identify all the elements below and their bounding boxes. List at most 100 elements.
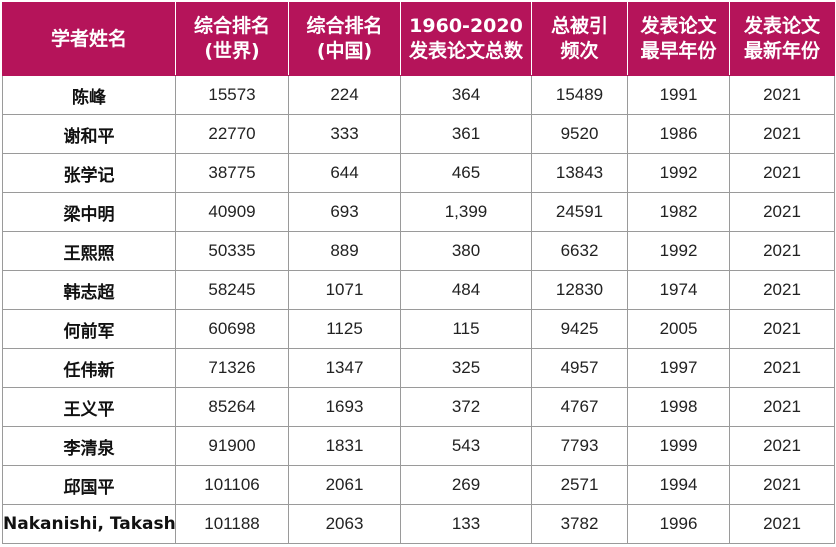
cell-latest-year: 2021: [729, 270, 835, 310]
header-latest-year: 发表论文 最新年份: [729, 2, 835, 76]
cell-world-rank: 38775: [175, 153, 289, 193]
header-total-citations: 总被引 频次: [531, 2, 628, 76]
header-line: 1960-2020: [409, 15, 523, 37]
cell-paper-count: 465: [400, 153, 532, 193]
header-line: 发表论文: [640, 15, 717, 37]
cell-paper-count: 543: [400, 426, 532, 466]
cell-earliest-year: 1996: [627, 504, 730, 544]
cell-latest-year: 2021: [729, 309, 835, 349]
table-row: 李清泉 91900 1831 543 7793 1999 2021: [2, 426, 835, 466]
cell-world-rank: 15573: [175, 75, 289, 115]
cell-total-citations: 4957: [531, 348, 628, 388]
cell-paper-count: 115: [400, 309, 532, 349]
cell-paper-count: 325: [400, 348, 532, 388]
cell-paper-count: 1,399: [400, 192, 532, 232]
header-earliest-year: 发表论文 最早年份: [627, 2, 730, 76]
table-row: 陈峰 15573 224 364 15489 1991 2021: [2, 75, 835, 115]
cell-china-rank: 224: [288, 75, 401, 115]
cell-scholar-name: 何前军: [2, 309, 176, 349]
header-line: 总被引: [550, 15, 608, 37]
cell-world-rank: 101106: [175, 465, 289, 505]
cell-china-rank: 1347: [288, 348, 401, 388]
cell-china-rank: 1125: [288, 309, 401, 349]
cell-earliest-year: 1999: [627, 426, 730, 466]
header-line: 频次: [560, 40, 599, 62]
cell-total-citations: 15489: [531, 75, 628, 115]
cell-world-rank: 91900: [175, 426, 289, 466]
cell-china-rank: 644: [288, 153, 401, 193]
cell-latest-year: 2021: [729, 387, 835, 427]
table-row: Nakanishi, Takashi 101188 2063 133 3782 1996 2…: [2, 504, 835, 544]
cell-latest-year: 2021: [729, 348, 835, 388]
table-row: 王熙照 50335 889 380 6632 1992 2021: [2, 231, 835, 271]
cell-scholar-name: 李清泉: [2, 426, 176, 466]
cell-total-citations: 7793: [531, 426, 628, 466]
cell-earliest-year: 1986: [627, 114, 730, 154]
header-line: 最早年份: [640, 40, 717, 62]
cell-latest-year: 2021: [729, 465, 835, 505]
cell-latest-year: 2021: [729, 231, 835, 271]
cell-world-rank: 50335: [175, 231, 289, 271]
cell-latest-year: 2021: [729, 426, 835, 466]
cell-total-citations: 4767: [531, 387, 628, 427]
cell-total-citations: 6632: [531, 231, 628, 271]
cell-earliest-year: 1998: [627, 387, 730, 427]
cell-world-rank: 58245: [175, 270, 289, 310]
table-row: 张学记 38775 644 465 13843 1992 2021: [2, 153, 835, 193]
cell-earliest-year: 1992: [627, 153, 730, 193]
cell-total-citations: 3782: [531, 504, 628, 544]
table-row: 王义平 85264 1693 372 4767 1998 2021: [2, 387, 835, 427]
cell-latest-year: 2021: [729, 153, 835, 193]
table-row: 任伟新 71326 1347 325 4957 1997 2021: [2, 348, 835, 388]
cell-china-rank: 1071: [288, 270, 401, 310]
header-row: 学者姓名 综合排名 (世界) 综合排名 (中国) 1960-2020 发表论文总数 总被引 频次…: [2, 2, 835, 76]
cell-scholar-name: 任伟新: [2, 348, 176, 388]
header-line: 学者姓名: [50, 27, 127, 50]
header-line: 发表论文: [743, 15, 820, 37]
table-row: 韩志超 58245 1071 484 12830 1974 2021: [2, 270, 835, 310]
table-row: 何前军 60698 1125 115 9425 2005 2021: [2, 309, 835, 349]
cell-scholar-name: 韩志超: [2, 270, 176, 310]
cell-paper-count: 133: [400, 504, 532, 544]
table-row: 邱国平 101106 2061 269 2571 1994 2021: [2, 465, 835, 505]
table-header: 学者姓名 综合排名 (世界) 综合排名 (中国) 1960-2020 发表论文总数 总被引 频次…: [2, 2, 835, 76]
cell-china-rank: 2063: [288, 504, 401, 544]
cell-total-citations: 9520: [531, 114, 628, 154]
header-scholar-name: 学者姓名: [2, 2, 176, 76]
cell-total-citations: 24591: [531, 192, 628, 232]
cell-latest-year: 2021: [729, 75, 835, 115]
table-row: 谢和平 22770 333 361 9520 1986 2021: [2, 114, 835, 154]
cell-paper-count: 269: [400, 465, 532, 505]
cell-latest-year: 2021: [729, 192, 835, 232]
cell-total-citations: 2571: [531, 465, 628, 505]
cell-scholar-name: 张学记: [2, 153, 176, 193]
cell-paper-count: 484: [400, 270, 532, 310]
header-line: 综合排名: [306, 15, 383, 37]
cell-china-rank: 2061: [288, 465, 401, 505]
cell-china-rank: 1693: [288, 387, 401, 427]
header-world-rank: 综合排名 (世界): [175, 2, 289, 76]
cell-world-rank: 85264: [175, 387, 289, 427]
cell-scholar-name: 梁中明: [2, 192, 176, 232]
cell-paper-count: 372: [400, 387, 532, 427]
header-china-rank: 综合排名 (中国): [288, 2, 401, 76]
cell-scholar-name: 邱国平: [2, 465, 176, 505]
cell-earliest-year: 1974: [627, 270, 730, 310]
header-line: 最新年份: [743, 40, 820, 62]
cell-earliest-year: 2005: [627, 309, 730, 349]
cell-world-rank: 40909: [175, 192, 289, 232]
cell-latest-year: 2021: [729, 504, 835, 544]
cell-total-citations: 12830: [531, 270, 628, 310]
cell-scholar-name: Nakanishi, Takashi: [2, 504, 176, 544]
cell-scholar-name: 王熙照: [2, 231, 176, 271]
cell-paper-count: 364: [400, 75, 532, 115]
cell-earliest-year: 1991: [627, 75, 730, 115]
cell-total-citations: 13843: [531, 153, 628, 193]
cell-earliest-year: 1997: [627, 348, 730, 388]
cell-earliest-year: 1992: [627, 231, 730, 271]
cell-total-citations: 9425: [531, 309, 628, 349]
cell-scholar-name: 王义平: [2, 387, 176, 427]
header-line: 发表论文总数: [408, 40, 523, 62]
